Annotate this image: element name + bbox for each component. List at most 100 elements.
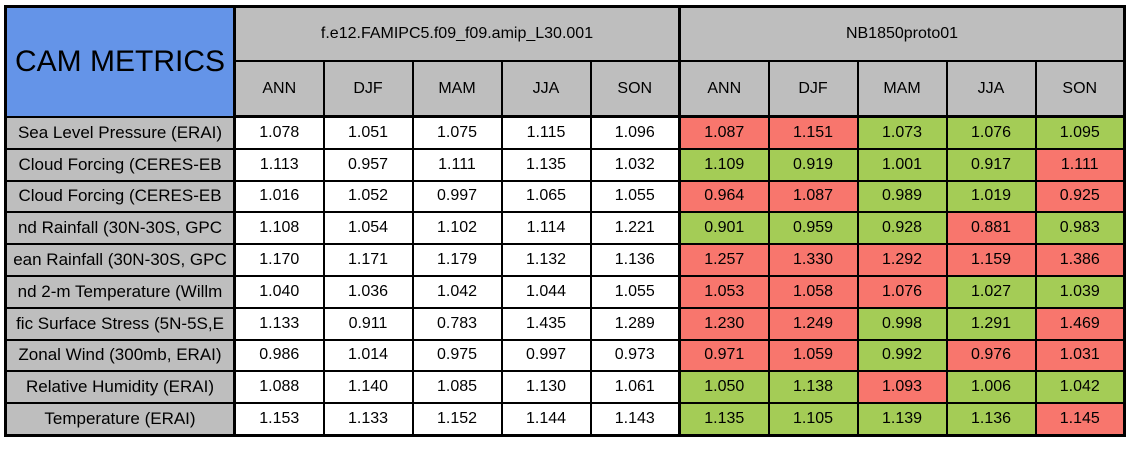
metric-value-cell-green: 1.073: [856, 115, 948, 150]
metric-value-cell: 1.016: [233, 179, 325, 214]
metric-value-cell: 1.088: [233, 370, 325, 405]
metric-value-cell-red: 1.257: [678, 243, 770, 277]
metric-value-cell-red: 1.145: [1034, 402, 1126, 437]
metric-value-cell-red: 0.971: [678, 338, 770, 373]
season-header-ann: ANN: [678, 60, 770, 118]
metric-value-cell-red: 1.230: [678, 306, 770, 341]
metric-value-cell: 1.078: [233, 115, 325, 150]
metric-value-cell-red: 1.469: [1034, 306, 1126, 341]
metric-value-cell-green: 1.042: [1034, 370, 1126, 405]
row-label: Temperature (ERAI): [4, 402, 236, 437]
metric-value-cell-green: 1.039: [1034, 274, 1126, 309]
season-header-son: SON: [1034, 60, 1126, 118]
metric-value-cell: 1.111: [411, 147, 503, 182]
row-label: Sea Level Pressure (ERAI): [4, 115, 236, 150]
metric-value-cell-green: 1.076: [945, 115, 1037, 150]
metric-value-cell-green: 0.919: [767, 147, 859, 182]
metric-value-cell: 1.052: [322, 179, 414, 214]
metric-value-cell-green: 1.105: [767, 402, 859, 437]
season-header-jja: JJA: [500, 60, 592, 118]
metric-value-cell-red: 1.087: [767, 179, 859, 214]
metric-value-cell: 1.036: [322, 274, 414, 309]
metric-value-cell-red: 1.031: [1034, 338, 1126, 373]
metrics-table-wrapper: CAM METRICS f.e12.FAMIPC5.f09_f09.amip_L…: [4, 5, 1126, 437]
metric-value-cell-green: 0.992: [856, 338, 948, 373]
metric-value-cell-green: 1.135: [678, 402, 770, 437]
metric-value-cell-red: 1.053: [678, 274, 770, 309]
metric-value-cell-red: 1.059: [767, 338, 859, 373]
metric-value-cell: 1.065: [500, 179, 592, 214]
table-row: Relative Humidity (ERAI) 1.088 1.140 1.085 1…: [4, 370, 1126, 405]
metric-value-cell-green: 1.138: [767, 370, 859, 405]
metric-value-cell: 1.133: [233, 306, 325, 341]
metric-value-cell: 1.140: [322, 370, 414, 405]
season-header-ann: ANN: [233, 60, 325, 118]
metric-value-cell: 1.221: [589, 211, 681, 246]
row-label: Cloud Forcing (CERES-EB: [4, 147, 236, 182]
metric-value-cell: 0.911: [322, 306, 414, 341]
metric-value-cell-green: 1.136: [945, 402, 1037, 437]
metric-value-cell: 1.061: [589, 370, 681, 405]
metric-value-cell: 1.153: [233, 402, 325, 437]
metric-value-cell: 1.032: [589, 147, 681, 182]
row-label: nd Rainfall (30N-30S, GPC: [4, 211, 236, 246]
metric-value-cell-green: 1.291: [945, 306, 1037, 341]
metric-value-cell: 0.997: [500, 338, 592, 373]
metric-value-cell: 1.179: [411, 243, 503, 277]
metric-value-cell-green: 0.959: [767, 211, 859, 246]
metric-value-cell: 1.108: [233, 211, 325, 246]
table-row: Temperature (ERAI) 1.153 1.133 1.152 1.144 1.…: [4, 402, 1126, 437]
season-header-row: ANN DJF MAM JJA SON ANN DJF MAM JJA SON: [6, 60, 1126, 118]
row-label: ean Rainfall (30N-30S, GPC: [4, 243, 236, 277]
table-row: ean Rainfall (30N-30S, GPC 1.170 1.171 1.17…: [4, 243, 1126, 277]
metric-value-cell: 1.132: [500, 243, 592, 277]
metric-value-cell-green: 0.928: [856, 211, 948, 246]
metric-value-cell: 1.435: [500, 306, 592, 341]
season-header-djf: DJF: [767, 60, 859, 118]
metric-value-cell: 1.114: [500, 211, 592, 246]
metric-value-cell: 1.055: [589, 274, 681, 309]
row-label: Zonal Wind (300mb, ERAI): [4, 338, 236, 373]
metric-value-cell: 1.143: [589, 402, 681, 437]
metric-value-cell-red: 1.159: [945, 243, 1037, 277]
season-header-djf: DJF: [322, 60, 414, 118]
metric-value-cell-green: 0.983: [1034, 211, 1126, 246]
metric-value-cell: 0.997: [411, 179, 503, 214]
metric-value-cell-green: 1.001: [856, 147, 948, 182]
metric-value-cell-red: 1.386: [1034, 243, 1126, 277]
metric-value-cell: 1.130: [500, 370, 592, 405]
metric-value-cell: 1.113: [233, 147, 325, 182]
metric-value-cell: 1.054: [322, 211, 414, 246]
metric-value-cell: 1.085: [411, 370, 503, 405]
table-row: Cloud Forcing (CERES-EB 1.113 0.957 1.111 1.…: [4, 147, 1126, 182]
table-row: nd Rainfall (30N-30S, GPC 1.108 1.054 1.102…: [4, 211, 1126, 246]
metric-value-cell: 1.170: [233, 243, 325, 277]
metric-value-cell: 1.040: [233, 274, 325, 309]
metric-value-cell-red: 0.964: [678, 179, 770, 214]
metric-value-cell-green: 0.998: [856, 306, 948, 341]
metric-value-cell: 1.096: [589, 115, 681, 150]
metric-value-cell: 0.986: [233, 338, 325, 373]
metric-value-cell-green: 1.006: [945, 370, 1037, 405]
metric-value-cell-red: 1.087: [678, 115, 770, 150]
metric-value-cell: 1.135: [500, 147, 592, 182]
run-name-group2: NB1850proto01: [678, 5, 1126, 62]
metric-value-cell: 0.957: [322, 147, 414, 182]
metric-value-cell-green: 0.917: [945, 147, 1037, 182]
season-header-son: SON: [589, 60, 681, 118]
metric-value-cell: 1.133: [322, 402, 414, 437]
metric-value-cell-green: 1.139: [856, 402, 948, 437]
metric-value-cell: 1.055: [589, 179, 681, 214]
metric-value-cell: 1.051: [322, 115, 414, 150]
run-name-group1: f.e12.FAMIPC5.f09_f09.amip_L30.001: [233, 5, 681, 62]
group-header-row: CAM METRICS f.e12.FAMIPC5.f09_f09.amip_L…: [4, 5, 1126, 118]
metric-value-cell: 0.975: [411, 338, 503, 373]
season-header-mam: MAM: [411, 60, 503, 118]
metric-value-cell: 1.152: [411, 402, 503, 437]
season-header-mam: MAM: [856, 60, 948, 118]
metric-value-cell-red: 0.976: [945, 338, 1037, 373]
metric-value-cell: 1.014: [322, 338, 414, 373]
metric-value-cell: 1.115: [500, 115, 592, 150]
metric-value-cell: 0.783: [411, 306, 503, 341]
metric-value-cell: 1.102: [411, 211, 503, 246]
